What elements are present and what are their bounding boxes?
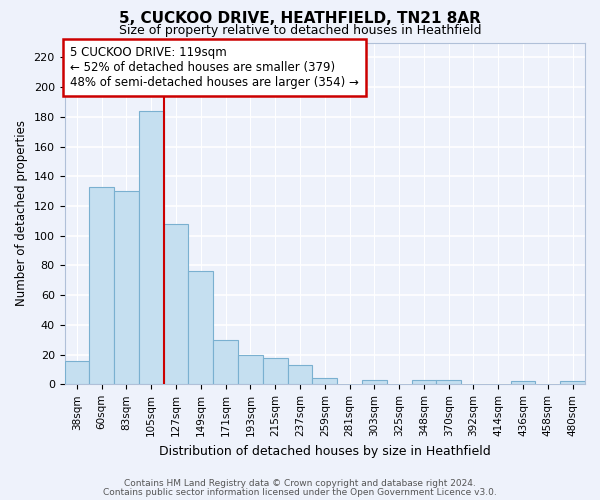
Bar bbox=[188, 272, 213, 384]
Bar bbox=[436, 380, 461, 384]
Bar bbox=[164, 224, 188, 384]
Text: Size of property relative to detached houses in Heathfield: Size of property relative to detached ho… bbox=[119, 24, 481, 37]
Bar bbox=[313, 378, 337, 384]
Text: 5 CUCKOO DRIVE: 119sqm
← 52% of detached houses are smaller (379)
48% of semi-de: 5 CUCKOO DRIVE: 119sqm ← 52% of detached… bbox=[70, 46, 359, 89]
X-axis label: Distribution of detached houses by size in Heathfield: Distribution of detached houses by size … bbox=[159, 444, 491, 458]
Bar bbox=[139, 111, 164, 384]
Bar bbox=[412, 380, 436, 384]
Bar bbox=[89, 186, 114, 384]
Y-axis label: Number of detached properties: Number of detached properties bbox=[15, 120, 28, 306]
Bar bbox=[213, 340, 238, 384]
Bar bbox=[560, 382, 585, 384]
Text: Contains public sector information licensed under the Open Government Licence v3: Contains public sector information licen… bbox=[103, 488, 497, 497]
Bar bbox=[238, 354, 263, 384]
Bar bbox=[287, 365, 313, 384]
Bar bbox=[65, 360, 89, 384]
Bar bbox=[114, 191, 139, 384]
Text: Contains HM Land Registry data © Crown copyright and database right 2024.: Contains HM Land Registry data © Crown c… bbox=[124, 479, 476, 488]
Bar bbox=[263, 358, 287, 384]
Bar bbox=[362, 380, 387, 384]
Bar bbox=[511, 382, 535, 384]
Text: 5, CUCKOO DRIVE, HEATHFIELD, TN21 8AR: 5, CUCKOO DRIVE, HEATHFIELD, TN21 8AR bbox=[119, 11, 481, 26]
